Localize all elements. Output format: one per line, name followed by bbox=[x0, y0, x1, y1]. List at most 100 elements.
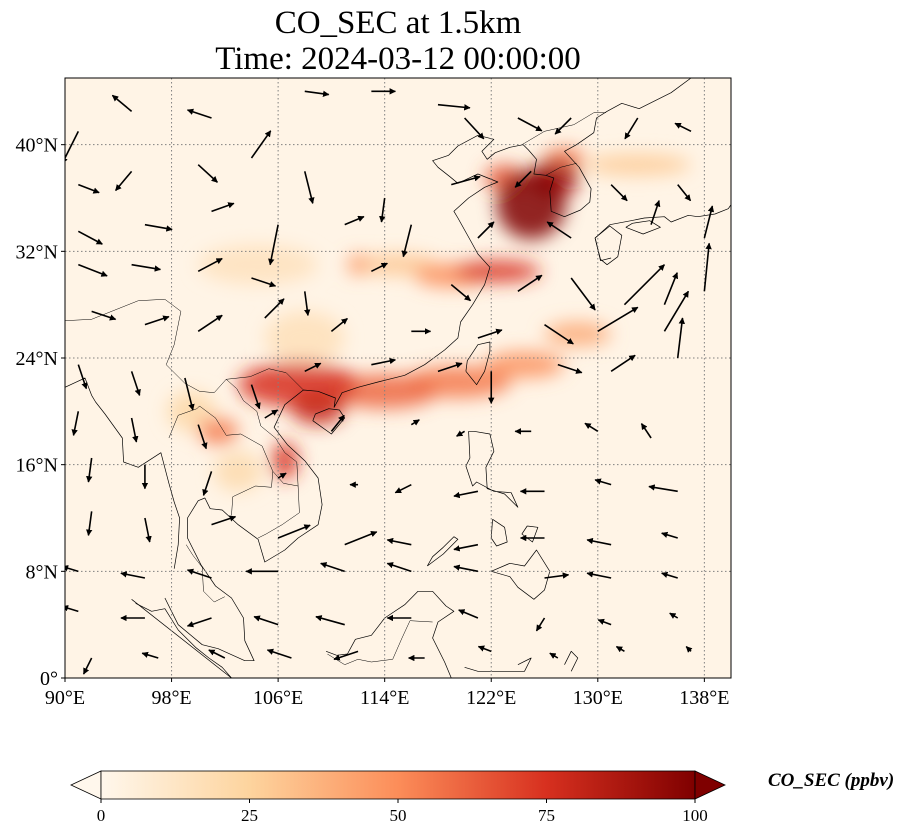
lat-tick-label: 0° bbox=[40, 668, 58, 690]
co-plume bbox=[291, 392, 345, 425]
wind-arrow bbox=[703, 205, 715, 239]
wind-arrow bbox=[677, 184, 692, 202]
wind-arrow bbox=[586, 537, 612, 546]
colorbar-tick-label: 25 bbox=[241, 806, 258, 825]
wind-arrow bbox=[623, 264, 666, 306]
country-border bbox=[185, 544, 225, 603]
co-plume bbox=[584, 154, 692, 176]
wind-arrow bbox=[453, 490, 479, 499]
wind-arrow bbox=[330, 317, 348, 332]
wind-arrow bbox=[586, 571, 612, 579]
co-plume bbox=[455, 260, 541, 283]
coastline bbox=[131, 599, 232, 678]
wind-arrow bbox=[277, 524, 311, 539]
wind-arrow bbox=[549, 652, 559, 659]
wind-arrow bbox=[197, 424, 208, 450]
wind-arrow bbox=[114, 170, 133, 192]
wind-arrow bbox=[141, 651, 159, 659]
wind-vector-layer bbox=[65, 88, 715, 675]
wind-arrow bbox=[86, 457, 93, 483]
wind-arrow bbox=[303, 171, 315, 204]
wind-arrow bbox=[676, 317, 686, 359]
lon-tick-label: 122°E bbox=[466, 687, 516, 709]
wind-arrow bbox=[544, 572, 570, 579]
wind-arrow bbox=[584, 422, 599, 433]
wind-arrow bbox=[456, 430, 466, 437]
wind-arrow bbox=[661, 571, 678, 579]
lat-tick-label: 16°N bbox=[16, 455, 58, 477]
wind-arrow bbox=[669, 612, 679, 619]
wind-arrow bbox=[144, 315, 170, 326]
wind-arrow bbox=[253, 615, 279, 626]
colorbar-tick-label: 0 bbox=[97, 806, 106, 825]
wind-arrow bbox=[144, 223, 173, 232]
co-plume bbox=[198, 244, 319, 285]
lat-tick-label: 8°N bbox=[26, 561, 58, 583]
wind-arrow bbox=[251, 277, 277, 288]
coastline bbox=[312, 408, 346, 435]
wind-arrow bbox=[597, 306, 639, 333]
wind-arrow bbox=[315, 615, 345, 626]
wind-arrow bbox=[663, 290, 690, 332]
wind-arrow bbox=[615, 645, 625, 653]
colorbar-tick-label: 50 bbox=[390, 806, 407, 825]
wind-arrow bbox=[570, 277, 596, 311]
wind-arrow bbox=[386, 537, 412, 546]
wind-arrow bbox=[371, 262, 388, 273]
colorbar: 0 25 50 75 100 bbox=[70, 770, 726, 825]
wind-arrow bbox=[71, 411, 80, 436]
coastline bbox=[464, 657, 532, 672]
co-plume bbox=[544, 322, 612, 346]
wind-arrow bbox=[344, 531, 378, 546]
wind-arrow bbox=[277, 472, 287, 479]
country-border bbox=[168, 405, 200, 439]
wind-arrow bbox=[197, 164, 218, 183]
wind-arrow bbox=[250, 384, 261, 410]
coastline bbox=[594, 225, 623, 266]
lon-tick-label: 106°E bbox=[253, 687, 303, 709]
country-border bbox=[199, 405, 274, 516]
colorbar-gradient bbox=[100, 770, 696, 800]
coastline bbox=[325, 590, 455, 678]
wind-arrow bbox=[386, 562, 412, 573]
wind-arrow bbox=[186, 568, 212, 579]
wind-arrow bbox=[78, 263, 108, 277]
wind-arrow bbox=[514, 170, 532, 188]
wind-arrow bbox=[557, 363, 583, 374]
wind-arrow bbox=[78, 183, 100, 194]
colorbar-tick-label: 100 bbox=[682, 806, 708, 825]
wind-arrow bbox=[685, 645, 693, 653]
co-plume bbox=[496, 170, 566, 240]
wind-arrow bbox=[437, 103, 471, 111]
wind-arrow bbox=[458, 609, 479, 619]
wind-arrow bbox=[703, 242, 712, 292]
wind-arrow bbox=[65, 565, 79, 573]
lon-tick-label: 130°E bbox=[573, 687, 623, 709]
coastline bbox=[135, 602, 232, 678]
wind-arrow bbox=[250, 130, 272, 159]
wind-arrow bbox=[197, 314, 223, 332]
lon-tick-label: 98°E bbox=[151, 687, 191, 709]
wind-arrow bbox=[120, 571, 146, 579]
wind-arrow bbox=[303, 291, 311, 316]
colorbar-label: CO_SEC (ppbv) bbox=[768, 770, 895, 791]
co-plume bbox=[347, 253, 369, 276]
wind-arrow bbox=[268, 224, 279, 266]
wind-arrow bbox=[130, 371, 141, 396]
lon-tick-label: 138°E bbox=[679, 687, 729, 709]
lon-tick-label: 114°E bbox=[360, 687, 409, 709]
chart-title-line-1: CO_SEC at 1.5km bbox=[274, 5, 522, 41]
coastline bbox=[564, 650, 579, 672]
wind-arrow bbox=[208, 649, 226, 659]
wind-arrow bbox=[264, 298, 285, 319]
wind-arrow bbox=[674, 122, 692, 133]
coastline bbox=[491, 549, 551, 600]
lat-tick-label: 24°N bbox=[16, 348, 58, 370]
wind-arrow bbox=[451, 175, 481, 186]
longitude-ticks: 90°E 98°E 106°E 114°E 122°E 130°E 138°E bbox=[45, 678, 729, 709]
wind-arrow bbox=[453, 564, 479, 573]
wind-arrow bbox=[624, 117, 639, 140]
country-border-layer bbox=[65, 112, 606, 665]
co-plume bbox=[167, 391, 216, 432]
